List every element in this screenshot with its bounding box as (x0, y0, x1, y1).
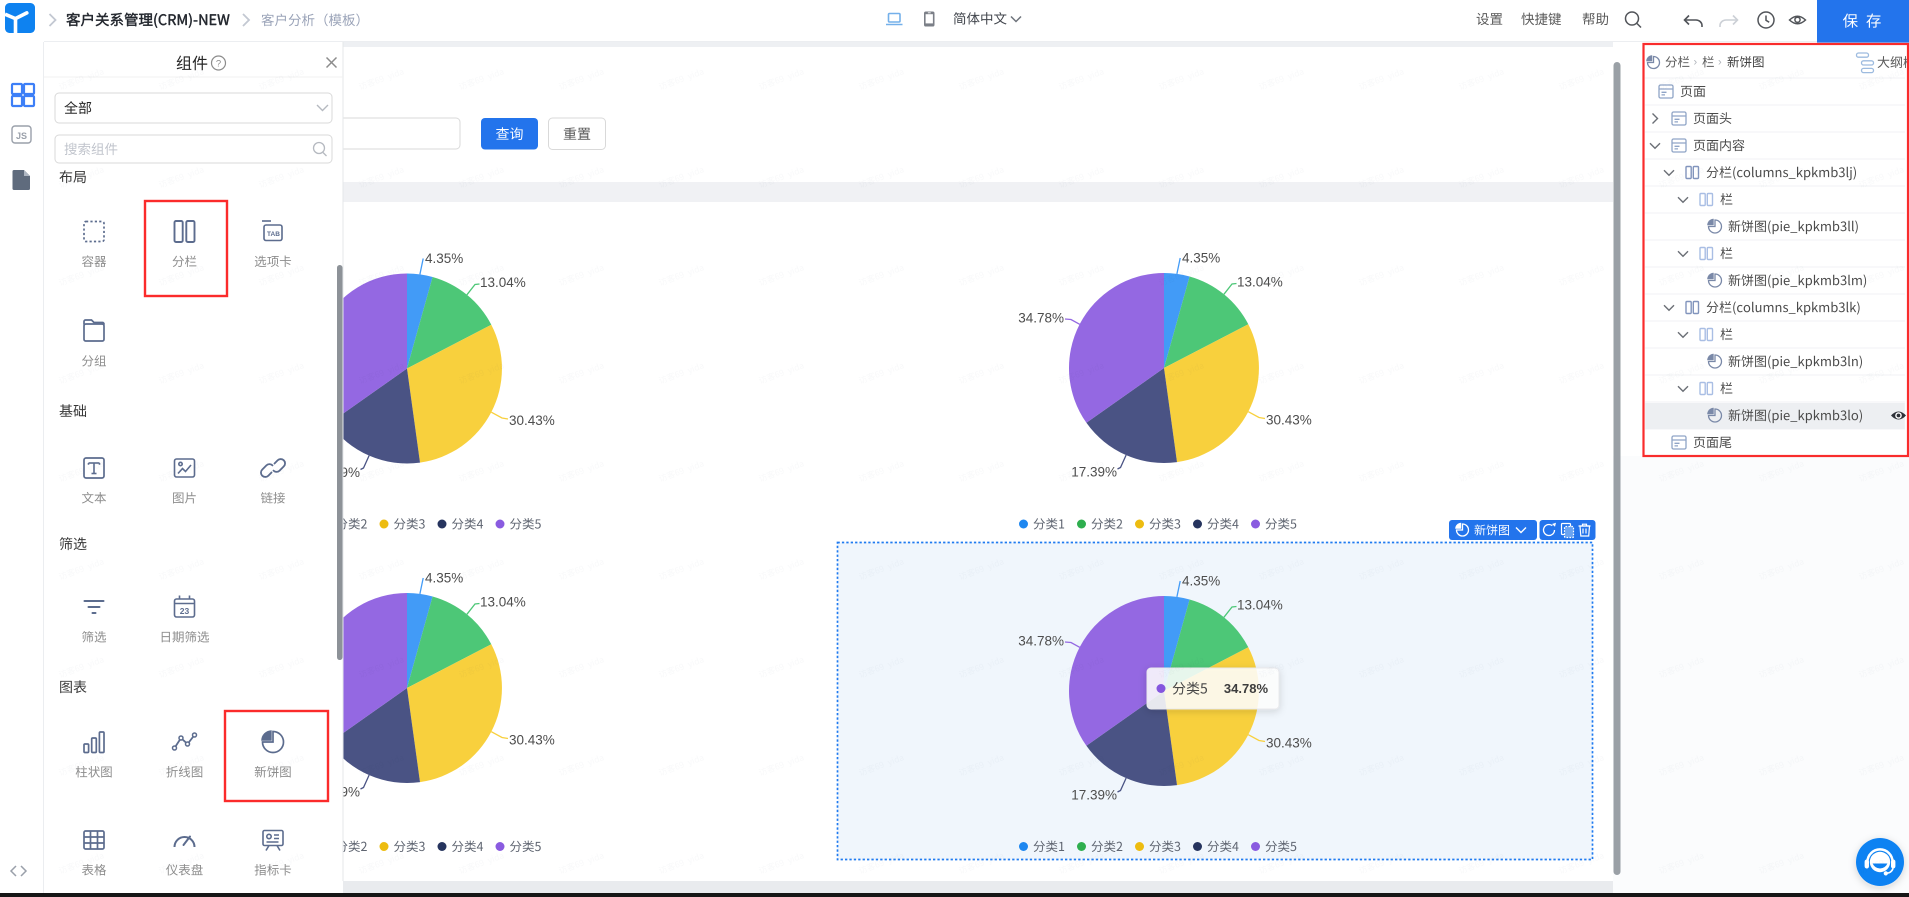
svg-text:›: › (1694, 57, 1698, 69)
svg-text:4.35%: 4.35% (1182, 574, 1220, 589)
svg-text:34.78%: 34.78% (1018, 311, 1064, 326)
svg-text:4.35%: 4.35% (1182, 251, 1220, 266)
svg-text:›: › (1718, 57, 1722, 69)
svg-text:TAB: TAB (267, 231, 280, 238)
svg-text:4.35%: 4.35% (425, 251, 463, 266)
svg-text:34.78%: 34.78% (1018, 634, 1064, 649)
svg-text:13.04%: 13.04% (1237, 598, 1283, 613)
svg-text:4.35%: 4.35% (425, 571, 463, 586)
svg-text:34.78%: 34.78% (1224, 681, 1269, 696)
svg-text:13.04%: 13.04% (480, 275, 526, 290)
svg-text:23: 23 (180, 606, 190, 616)
svg-text:17.39%: 17.39% (1071, 788, 1117, 803)
svg-text:30.43%: 30.43% (1266, 736, 1312, 751)
svg-text:30.43%: 30.43% (509, 733, 555, 748)
svg-text:?: ? (216, 59, 221, 70)
svg-text:17.39%: 17.39% (1071, 465, 1117, 480)
svg-text:30.43%: 30.43% (509, 413, 555, 428)
svg-text:13.04%: 13.04% (480, 595, 526, 610)
svg-text:13.04%: 13.04% (1237, 275, 1283, 290)
svg-text:JS: JS (16, 131, 27, 141)
svg-text:30.43%: 30.43% (1266, 413, 1312, 428)
